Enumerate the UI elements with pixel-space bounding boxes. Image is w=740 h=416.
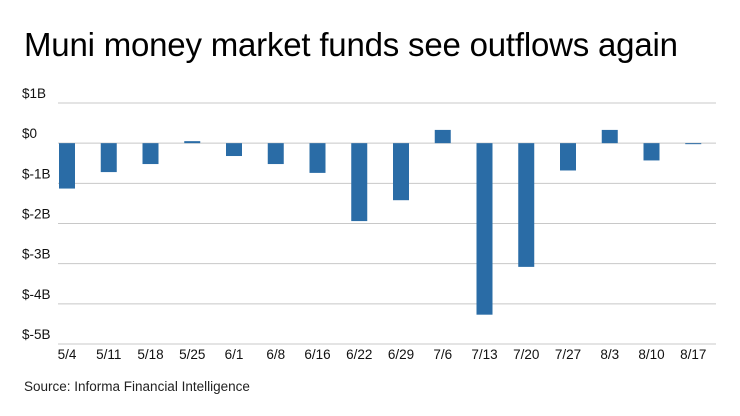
x-tick-label: 5/11: [96, 347, 121, 362]
bar: [518, 143, 535, 267]
x-tick-label: 8/10: [638, 347, 664, 362]
bar: [434, 129, 451, 144]
bar: [476, 143, 493, 315]
x-tick-label: 8/3: [600, 347, 619, 362]
y-tick-label: $-1B: [22, 166, 51, 181]
y-tick-label: $-2B: [22, 207, 51, 222]
x-tick-label: 6/29: [388, 347, 414, 362]
source-note: Source: Informa Financial Intelligence: [24, 379, 250, 394]
x-tick-label: 7/6: [433, 347, 452, 362]
bar: [142, 143, 159, 165]
bar: [309, 143, 326, 173]
chart-title: Muni money market funds see outflows aga…: [24, 26, 678, 63]
bar: [685, 143, 702, 145]
gridlines: [58, 102, 716, 345]
x-tick-label: 5/25: [179, 347, 205, 362]
y-tick-label: $-4B: [22, 287, 51, 302]
y-tick-label: $1B: [22, 86, 46, 101]
x-tick-label: 6/22: [346, 347, 372, 362]
bar: [601, 129, 618, 144]
y-axis-ticks: $1B $0 $-1B $-2B $-3B $-4B $-5B: [22, 86, 51, 342]
bar: [59, 143, 75, 189]
bar: [393, 143, 409, 201]
bar: [267, 143, 284, 165]
x-tick-label: 7/20: [513, 347, 539, 362]
bar: [643, 143, 660, 161]
bar: [184, 141, 201, 144]
bar: [560, 143, 576, 171]
bar: [100, 143, 117, 173]
x-tick-label: 6/1: [225, 347, 244, 362]
x-tick-label: 5/4: [58, 347, 77, 362]
bar: [226, 143, 242, 157]
x-tick-label: 6/16: [304, 347, 330, 362]
x-tick-label: 6/8: [266, 347, 285, 362]
x-axis-ticks: 5/4 5/11 5/18 5/25 6/1 6/8 6/16 6/22 6/29 7/6 7/13…: [58, 347, 707, 362]
y-tick-label: $-5B: [22, 327, 51, 342]
bars: [59, 129, 702, 315]
x-tick-label: 8/17: [680, 347, 706, 362]
x-tick-label: 7/13: [471, 347, 497, 362]
y-tick-label: $-3B: [22, 247, 51, 262]
y-tick-label: $0: [22, 126, 37, 141]
x-tick-label: 5/18: [137, 347, 163, 362]
x-tick-label: 7/27: [555, 347, 581, 362]
bar: [351, 143, 368, 222]
